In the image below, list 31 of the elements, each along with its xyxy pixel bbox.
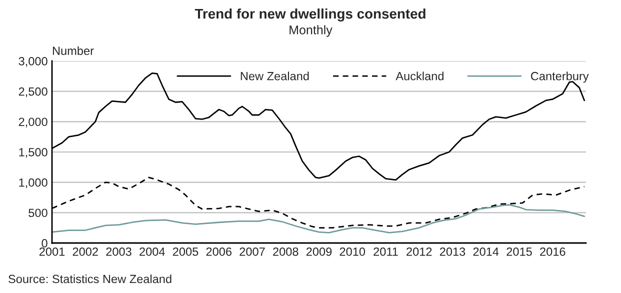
x-tick-label: 2001 — [39, 247, 65, 256]
y-tick-label: 2,000 — [18, 118, 48, 128]
x-tick-label: 2016 — [540, 247, 566, 256]
source-note: Source: Statistics New Zealand — [8, 274, 172, 284]
y-tick-label: 1,000 — [19, 178, 48, 188]
x-tick-label: 2006 — [206, 247, 232, 256]
y-tick-label: 3,000 — [18, 57, 48, 67]
x-tick-label: 2007 — [240, 247, 265, 256]
y-tick-label: 1,500 — [19, 148, 48, 158]
chart-subtitle: Monthly — [290, 25, 332, 37]
y-tick-label: 500 — [28, 208, 48, 218]
legend-label: Canterbury — [531, 72, 589, 83]
x-tick-label: 2010 — [340, 247, 366, 256]
legend-label: Auckland — [396, 72, 444, 80]
x-tick-label: 2015 — [506, 247, 532, 256]
legend-label: New Zealand — [240, 72, 309, 80]
y-tick-label: 0 — [42, 239, 48, 248]
y-axis-title: Number — [52, 46, 94, 56]
x-tick-label: 2002 — [72, 247, 98, 256]
x-tick-label: 2014 — [473, 247, 499, 256]
x-tick-label: 2009 — [306, 247, 332, 256]
line-series — [52, 204, 586, 234]
chart-title: Trend for new dwellings consented — [194, 8, 426, 22]
x-tick-label: 2005 — [172, 247, 198, 256]
y-tick-label: 2,500 — [18, 87, 48, 98]
x-tick-label: 2013 — [440, 247, 466, 256]
x-tick-label: 2003 — [106, 247, 132, 256]
x-tick-label: 2012 — [406, 247, 432, 256]
x-tick-label: 2011 — [374, 247, 398, 256]
x-tick-label: 2008 — [273, 247, 298, 256]
x-tick-label: 2004 — [140, 247, 165, 256]
